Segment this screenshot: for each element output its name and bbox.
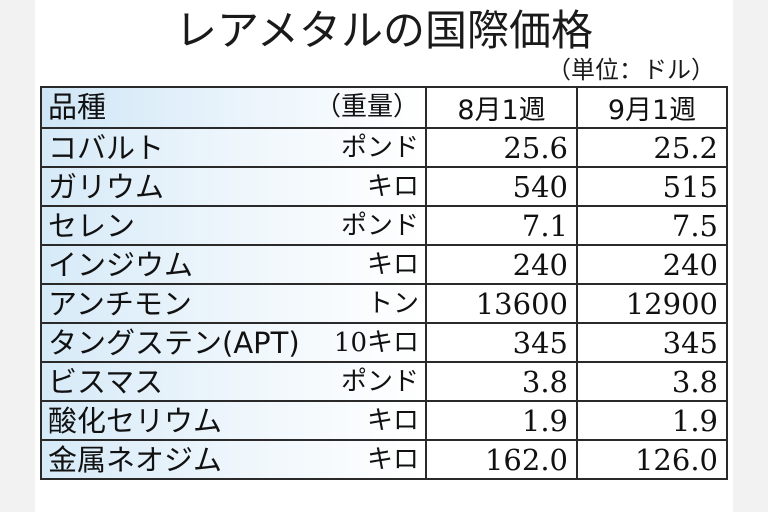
table-row: インジウム キロ 240 240 bbox=[40, 244, 728, 285]
item-unit: 10キロ bbox=[333, 328, 419, 358]
item-cell: ガリウム キロ bbox=[40, 166, 427, 207]
item-unit: ポンド bbox=[340, 211, 419, 241]
price-table: 品種 （重量） 8月1週 9月1週 コバルト ポンド 25.6 25.2 ガリウム キロ 5… bbox=[40, 86, 728, 480]
item-cell: ビスマス ポンド bbox=[40, 361, 427, 402]
item-name: ビスマス bbox=[48, 365, 164, 399]
item-unit: キロ bbox=[366, 406, 419, 436]
aug-price: 345 bbox=[425, 322, 578, 363]
table-row: ガリウム キロ 540 515 bbox=[40, 166, 728, 207]
header-weight: （重量） bbox=[314, 92, 419, 122]
header-sep: 9月1週 bbox=[576, 86, 728, 129]
sep-price: 515 bbox=[576, 166, 728, 207]
item-cell: セレン ポンド bbox=[40, 205, 427, 246]
aug-price: 162.0 bbox=[425, 439, 578, 480]
sep-price: 1.9 bbox=[576, 400, 728, 441]
item-name: コバルト bbox=[48, 131, 165, 165]
aug-price: 3.8 bbox=[425, 361, 578, 402]
table-row: コバルト ポンド 25.6 25.2 bbox=[40, 127, 728, 168]
item-cell: インジウム キロ bbox=[40, 244, 427, 285]
unit-note: （単位：ドル） bbox=[547, 56, 715, 84]
item-unit: ポンド bbox=[340, 367, 419, 397]
sep-price: 7.5 bbox=[576, 205, 728, 246]
item-name: タングステン(APT) bbox=[48, 326, 300, 360]
item-name: 酸化セリウム bbox=[48, 404, 223, 438]
aug-price: 540 bbox=[425, 166, 578, 207]
aug-price: 7.1 bbox=[425, 205, 578, 246]
table-row: タングステン(APT) 10キロ 345 345 bbox=[40, 322, 728, 363]
sep-price: 345 bbox=[576, 322, 728, 363]
sep-price: 25.2 bbox=[576, 127, 728, 168]
header-row: 品種 （重量） 8月1週 9月1週 bbox=[40, 86, 728, 129]
sep-price: 12900 bbox=[576, 283, 728, 324]
table-row: 金属ネオジム キロ 162.0 126.0 bbox=[40, 439, 728, 480]
sep-price: 240 bbox=[576, 244, 728, 285]
item-cell: タングステン(APT) 10キロ bbox=[40, 322, 427, 363]
item-unit: キロ bbox=[366, 172, 419, 202]
article-clipping: レアメタルの国際価格 （単位：ドル） 品種 （重量） 8月1週 9月1週 コバル… bbox=[35, 0, 733, 512]
table-row: セレン ポンド 7.1 7.5 bbox=[40, 205, 728, 246]
item-cell: アンチモン トン bbox=[40, 283, 427, 324]
aug-price: 1.9 bbox=[425, 400, 578, 441]
table-row: アンチモン トン 13600 12900 bbox=[40, 283, 728, 324]
item-cell: 酸化セリウム キロ bbox=[40, 400, 427, 441]
item-unit: ポンド bbox=[340, 133, 419, 163]
aug-price: 13600 bbox=[425, 283, 578, 324]
item-name: ガリウム bbox=[48, 170, 165, 204]
header-item-cell: 品種 （重量） bbox=[40, 86, 427, 129]
sep-price: 3.8 bbox=[576, 361, 728, 402]
item-cell: コバルト ポンド bbox=[40, 127, 427, 168]
header-item: 品種 bbox=[48, 90, 107, 124]
item-unit: キロ bbox=[366, 445, 419, 475]
item-unit: キロ bbox=[366, 250, 419, 280]
item-name: アンチモン bbox=[48, 287, 192, 321]
table-row: 酸化セリウム キロ 1.9 1.9 bbox=[40, 400, 728, 441]
item-unit: トン bbox=[366, 289, 419, 319]
table-row: ビスマス ポンド 3.8 3.8 bbox=[40, 361, 728, 402]
table-title: レアメタルの国際価格 bbox=[175, 6, 593, 55]
sep-price: 126.0 bbox=[576, 439, 728, 480]
item-name: セレン bbox=[48, 209, 136, 243]
item-name: インジウム bbox=[48, 248, 194, 282]
aug-price: 240 bbox=[425, 244, 578, 285]
aug-price: 25.6 bbox=[425, 127, 578, 168]
header-aug: 8月1週 bbox=[425, 86, 578, 129]
item-cell: 金属ネオジム キロ bbox=[40, 439, 427, 480]
item-name: 金属ネオジム bbox=[48, 443, 223, 477]
